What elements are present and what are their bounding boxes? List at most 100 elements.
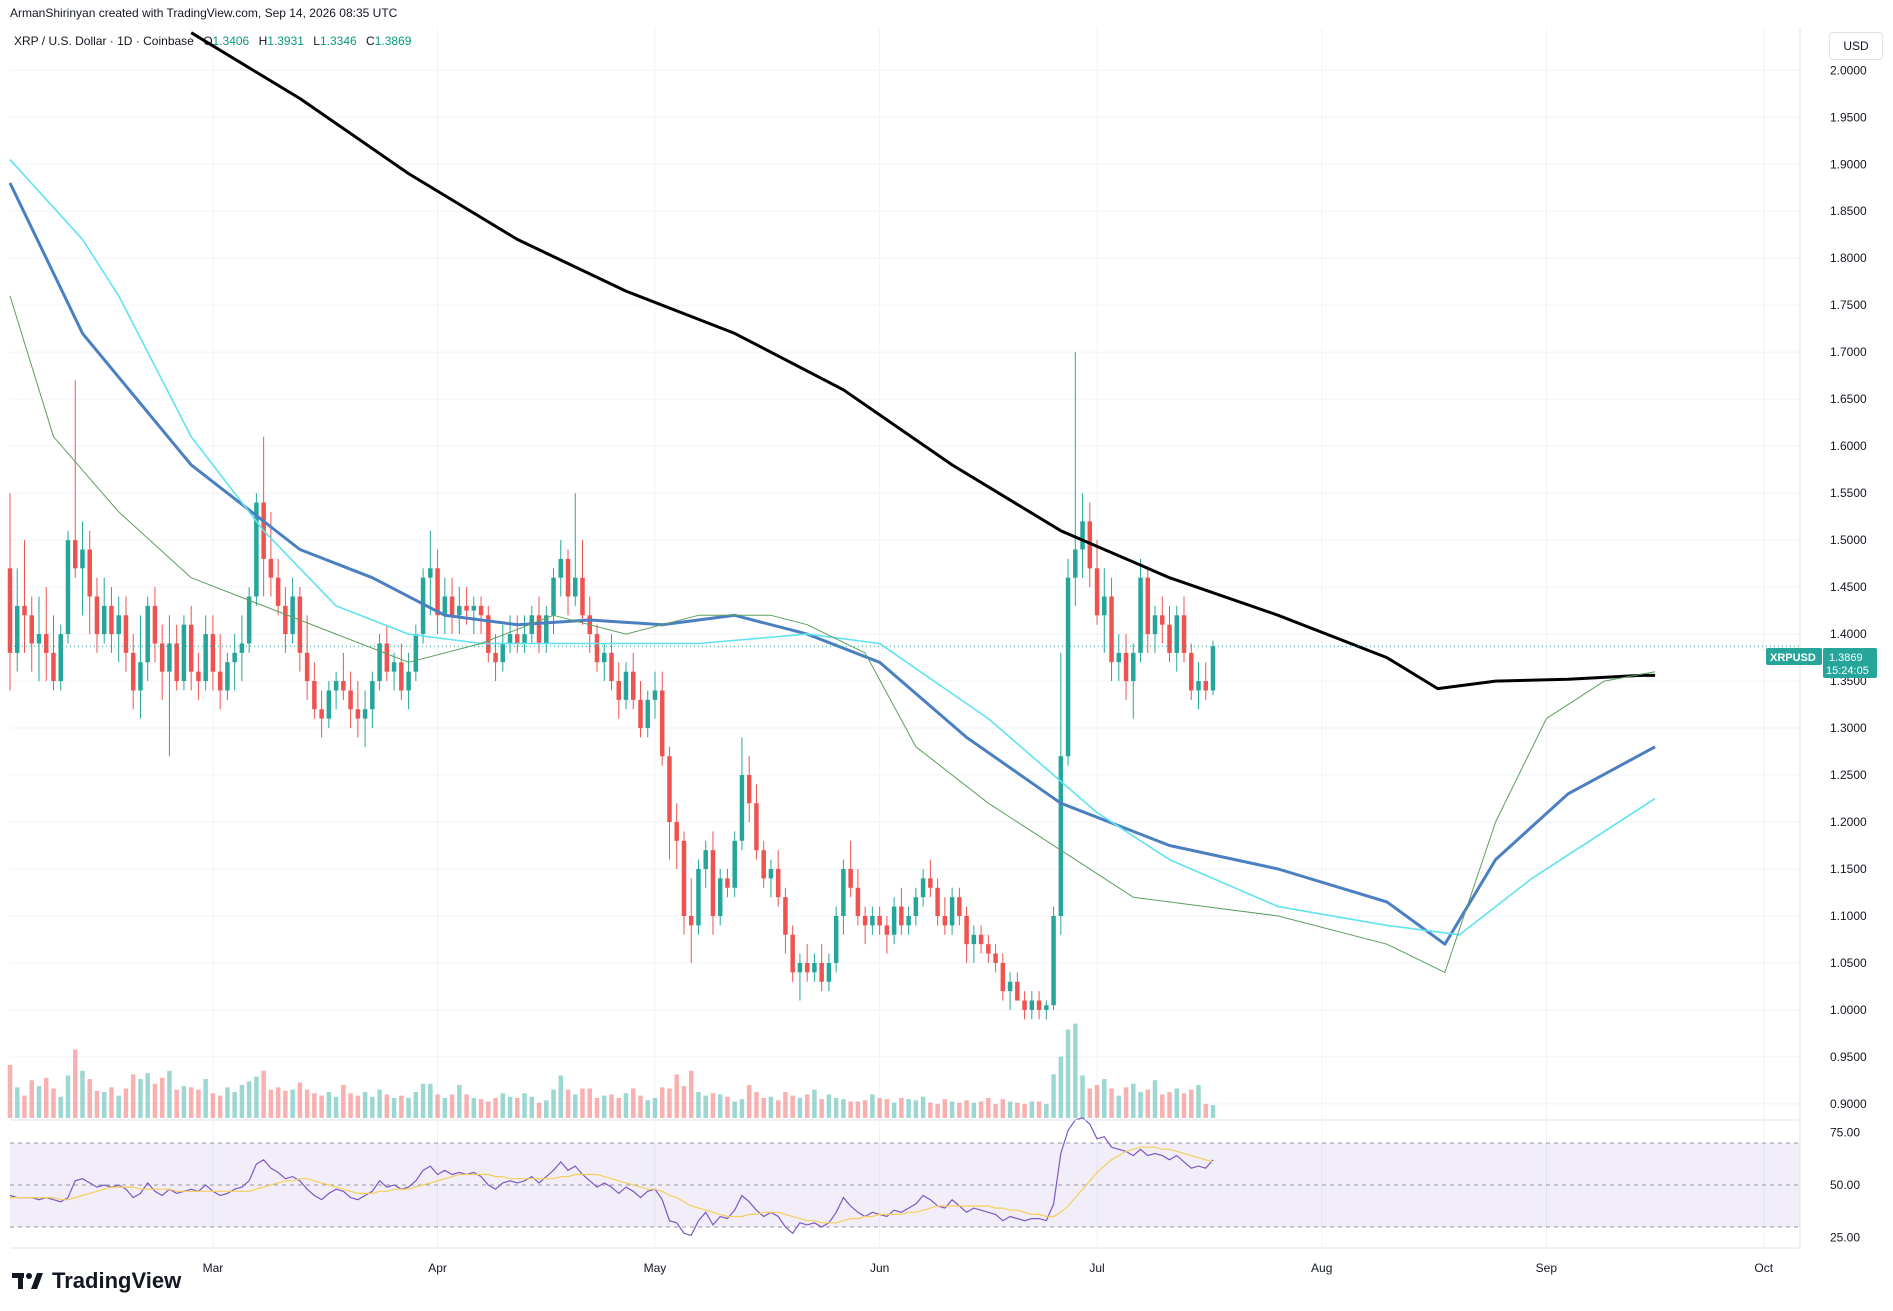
candle-body <box>833 915 839 963</box>
volume-bar <box>210 1093 216 1118</box>
candle-body <box>522 634 527 644</box>
candle-body <box>493 652 498 663</box>
candle-body <box>1080 521 1085 550</box>
symbol-legend[interactable]: XRP / U.S. Dollar · 1D · Coinbase O1.340… <box>14 34 411 48</box>
volume-bar <box>602 1095 607 1118</box>
volume-bar <box>1036 1101 1042 1118</box>
candle-body <box>935 887 940 916</box>
volume-bar <box>949 1101 955 1118</box>
chart-credit: ArmanShirinyan created with TradingView.… <box>10 6 398 20</box>
candle-body <box>420 577 426 635</box>
volume-bar <box>1131 1083 1136 1118</box>
candle-body <box>971 934 977 945</box>
candle-body <box>609 652 614 682</box>
volume-bar <box>877 1097 882 1118</box>
candle-body <box>790 934 795 973</box>
candle-body <box>80 549 85 569</box>
volume-bar <box>312 1093 317 1118</box>
volume-bar <box>754 1092 759 1118</box>
volume-bar <box>935 1103 940 1118</box>
candle-body <box>145 605 150 663</box>
last-price-tag: XRPUSD 1.3869 15:24:05 <box>1766 648 1877 678</box>
volume-bar <box>1007 1101 1013 1118</box>
candle-body <box>94 596 100 635</box>
candle-body <box>783 897 788 935</box>
volume-bar <box>529 1096 535 1118</box>
volume-bar <box>587 1088 593 1118</box>
volume-bar <box>1051 1074 1056 1118</box>
price-tick-label: 1.9500 <box>1830 110 1867 124</box>
candle-body <box>1181 615 1187 653</box>
candle-body <box>652 690 658 700</box>
high-value: 1.3931 <box>267 34 304 48</box>
candle-body <box>862 915 868 926</box>
volume-bar <box>442 1097 448 1118</box>
high-label: H <box>258 34 268 48</box>
candle-body <box>877 915 882 926</box>
volume-bar <box>225 1087 230 1118</box>
candle-body <box>1196 681 1201 691</box>
tradingview-brand[interactable]: TradingView <box>12 1268 181 1294</box>
volume-bar <box>203 1079 208 1118</box>
volume-bar <box>123 1088 129 1118</box>
candle-body <box>573 577 578 597</box>
price-tick-label: 0.9500 <box>1830 1050 1867 1064</box>
candle-body <box>602 652 607 663</box>
candle-body <box>1160 615 1165 625</box>
volume-bar <box>993 1103 998 1118</box>
price-tick-label: 1.2500 <box>1830 768 1867 782</box>
candle-body <box>1058 756 1064 916</box>
candle-body <box>246 596 252 644</box>
candle-body <box>870 915 875 926</box>
volume-bar <box>493 1097 498 1118</box>
volume-bar <box>971 1102 977 1118</box>
volume-bar <box>370 1096 375 1118</box>
volume-bar <box>681 1086 687 1118</box>
candle-body <box>116 615 121 635</box>
volume-bar <box>254 1076 259 1118</box>
volume-bar <box>1022 1103 1027 1118</box>
volume-bar <box>986 1097 991 1118</box>
price-tick-label: 1.6000 <box>1830 439 1867 453</box>
candle-body <box>319 709 324 719</box>
close-value: 1.3869 <box>374 34 412 48</box>
price-tick-label: 1.4000 <box>1830 627 1867 641</box>
volume-bar <box>283 1090 288 1118</box>
candle-body <box>696 868 701 926</box>
volume-bar <box>1138 1092 1143 1118</box>
candle-body <box>507 634 513 644</box>
candle-body <box>920 878 926 898</box>
candle-body <box>1000 962 1006 992</box>
candle-body <box>986 944 991 954</box>
time-tick-label: Jun <box>870 1261 889 1275</box>
price-tick-label: 1.8500 <box>1830 204 1867 218</box>
candle-body <box>290 596 295 635</box>
candle-body <box>812 962 817 973</box>
time-tick-label: Aug <box>1311 1261 1332 1275</box>
volume-bar <box>746 1084 752 1118</box>
candle-body <box>928 878 933 888</box>
volume-bar <box>826 1094 832 1118</box>
currency-button[interactable]: USD <box>1829 32 1883 60</box>
volume-bar <box>138 1079 143 1118</box>
moving-averages <box>8 31 1800 973</box>
volume-bar <box>1094 1084 1100 1118</box>
price-tick-label: 1.5000 <box>1830 533 1867 547</box>
symbol-title: XRP / U.S. Dollar · 1D · Coinbase <box>14 34 194 48</box>
candle-body <box>232 652 237 663</box>
volume-bar <box>239 1084 245 1118</box>
candle-body <box>159 643 165 672</box>
time-tick-label: May <box>644 1261 667 1275</box>
candle-body <box>362 709 368 719</box>
candle-body <box>283 605 288 635</box>
candle-body <box>377 643 382 682</box>
candle-body <box>594 634 600 663</box>
volume-bar <box>384 1094 390 1118</box>
volume-bar <box>94 1090 100 1118</box>
candle-body <box>22 605 27 616</box>
volume-bar <box>790 1095 795 1118</box>
candlestick-series <box>7 352 1216 1020</box>
volume-bar <box>964 1100 969 1118</box>
price-tick-label: 1.2000 <box>1830 815 1867 829</box>
